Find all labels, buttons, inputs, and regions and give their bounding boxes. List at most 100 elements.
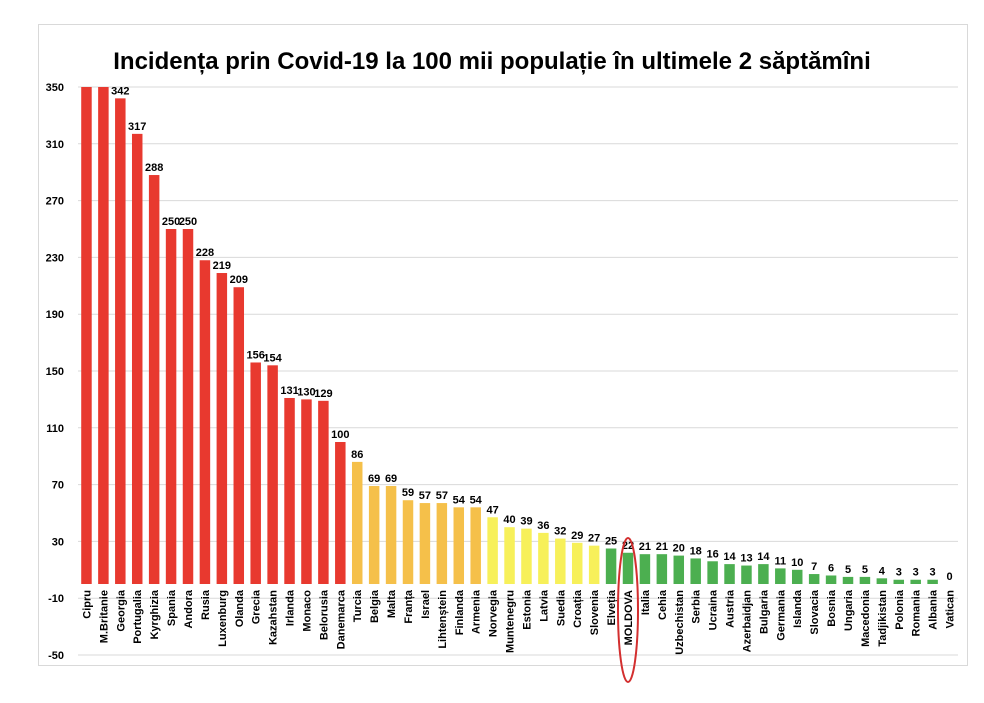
- x-tick-label: Suedia: [555, 589, 567, 626]
- bar: [639, 554, 651, 584]
- bar: [368, 486, 380, 584]
- data-label: 3: [930, 567, 936, 579]
- bar: [775, 568, 786, 584]
- bar: [98, 87, 109, 584]
- x-tick-label: Israel: [420, 590, 432, 619]
- x-tick-label: Armenia: [471, 589, 483, 634]
- x-tick-label: Slovenia: [589, 589, 601, 635]
- x-tick-label: Norvegia: [488, 589, 500, 637]
- x-tick-label: Bulgaria: [758, 589, 770, 634]
- x-tick-label: Romania: [911, 589, 923, 636]
- x-tick-label: Andora: [183, 589, 195, 628]
- bar: [504, 527, 515, 584]
- y-tick-label: 350: [46, 82, 64, 94]
- bar: [148, 175, 160, 585]
- x-tick-label: Belgia: [369, 589, 381, 623]
- bar: [267, 365, 278, 584]
- bar: [791, 569, 803, 584]
- x-tick-label: Finlanda: [454, 589, 466, 635]
- bar: [876, 578, 888, 584]
- data-label: 250: [162, 216, 180, 228]
- x-tick-label: Vatican: [945, 590, 957, 629]
- data-label: 4: [879, 565, 886, 577]
- data-label: 0: [946, 571, 952, 583]
- y-tick-label: 110: [46, 423, 64, 435]
- data-label: 5: [862, 564, 868, 576]
- bar: [825, 575, 837, 584]
- x-tick-label: Albania: [928, 589, 940, 630]
- bar: [335, 442, 346, 584]
- x-tick-label: Muntenegru: [505, 590, 517, 653]
- data-label: 228: [196, 247, 214, 259]
- data-label: 32: [554, 526, 566, 538]
- data-label: 14: [757, 551, 770, 563]
- data-label: 156: [247, 349, 265, 361]
- bar: [538, 532, 549, 584]
- y-tick-label: -50: [48, 650, 64, 662]
- data-label: 131: [280, 385, 298, 397]
- bar: [622, 552, 634, 584]
- x-tick-label: Austria: [725, 589, 737, 628]
- bar: [131, 133, 143, 585]
- data-label: 288: [145, 162, 163, 174]
- x-tick-label: Lihtenștein: [437, 590, 449, 649]
- bar: [673, 555, 685, 584]
- x-tick-label: Islanda: [792, 589, 804, 628]
- data-label: 21: [639, 541, 651, 553]
- x-tick-label: Uzbechistan: [674, 590, 686, 655]
- bar: [199, 260, 211, 584]
- x-tick-label: Georgia: [115, 589, 127, 631]
- data-label: 20: [673, 543, 685, 555]
- x-tick-label: Germania: [775, 589, 787, 641]
- bar: [453, 507, 465, 584]
- bar: [758, 564, 769, 584]
- data-label: 10: [791, 557, 803, 569]
- x-tick-label: Spania: [166, 589, 178, 626]
- x-tick-label: Elveția: [606, 589, 618, 625]
- bar: [927, 579, 938, 584]
- data-label: 129: [314, 388, 332, 400]
- data-label: 5: [845, 564, 851, 576]
- bar: [470, 507, 481, 584]
- data-label: 154: [263, 352, 282, 364]
- data-label: 86: [351, 449, 363, 461]
- x-tick-label: Bosnia: [826, 589, 838, 627]
- bar: [385, 486, 397, 584]
- data-label: 209: [230, 274, 248, 286]
- bar: [910, 579, 921, 584]
- x-tick-label: Latvia: [538, 589, 550, 622]
- bar: [842, 576, 854, 584]
- data-label: 69: [385, 473, 397, 485]
- x-tick-label: Serbia: [691, 589, 703, 624]
- data-label: 3: [896, 567, 902, 579]
- x-tick-label: Ungaria: [843, 589, 855, 631]
- bar: [301, 399, 312, 584]
- x-tick-label: Belorusia: [318, 589, 330, 640]
- y-tick-label: 190: [46, 309, 64, 321]
- x-tick-label: Cipru: [81, 590, 93, 619]
- x-tick-label: Kazahstan: [268, 590, 280, 645]
- bar: [859, 576, 871, 584]
- bar: [707, 561, 718, 584]
- bar: [115, 98, 126, 585]
- bar: [588, 545, 600, 584]
- x-tick-label: Monaco: [301, 590, 313, 632]
- x-tick-label: Macedonia: [860, 589, 872, 647]
- bar: [741, 565, 752, 584]
- data-label: 47: [486, 504, 498, 516]
- bar: [893, 579, 905, 584]
- bar: [724, 564, 735, 584]
- bar: [690, 558, 701, 584]
- x-tick-label: Danemarca: [335, 589, 347, 649]
- x-tick-label: Cehia: [657, 589, 669, 620]
- x-tick-label: M.Britanie: [98, 590, 110, 643]
- bar: [165, 229, 177, 584]
- data-label: 250: [179, 216, 197, 228]
- data-label: 25: [605, 536, 617, 548]
- data-label: 317: [128, 121, 146, 133]
- y-tick-label: -10: [48, 593, 64, 605]
- data-label: 29: [571, 530, 583, 542]
- chart-title: Incidența prin Covid-19 la 100 mii popul…: [113, 48, 871, 75]
- x-tick-label: Polonia: [894, 589, 906, 630]
